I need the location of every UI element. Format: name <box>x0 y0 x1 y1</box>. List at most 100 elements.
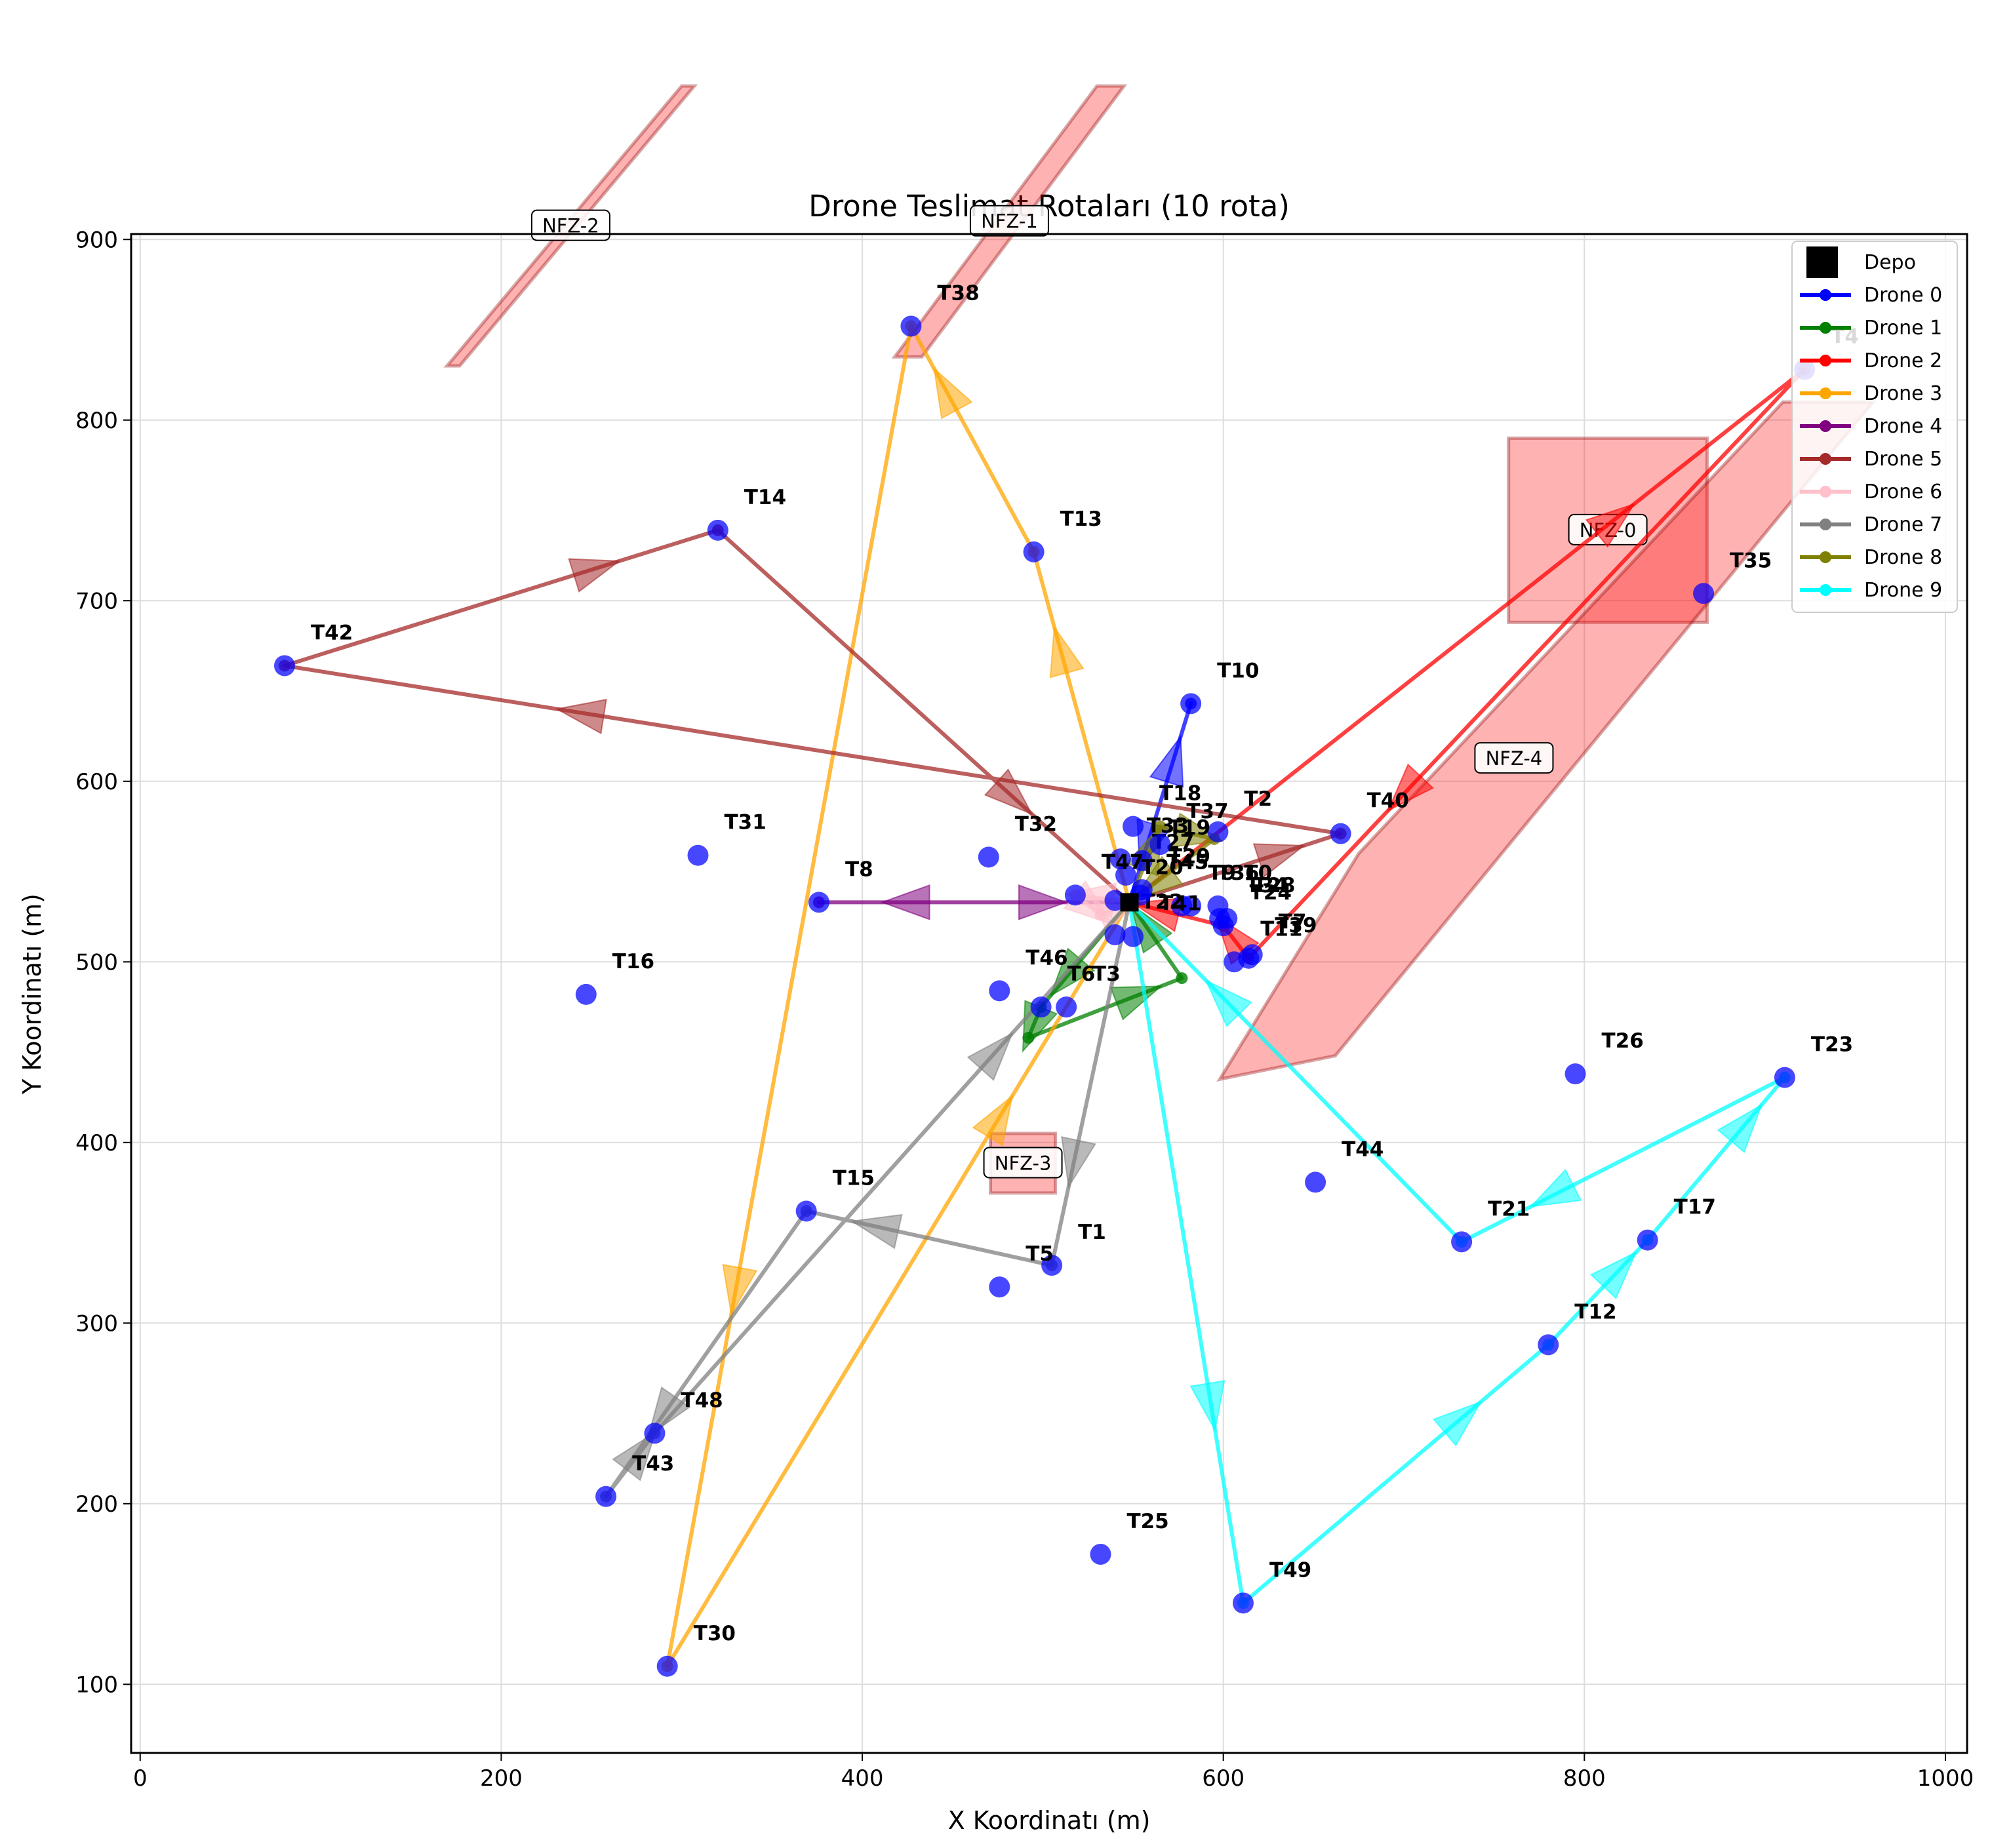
legend-marker <box>1820 355 1831 366</box>
direction-arrow <box>880 884 930 920</box>
task-label: T47 <box>1102 850 1144 874</box>
task-point <box>595 1485 617 1507</box>
legend-marker <box>1820 486 1831 498</box>
task-label: T25 <box>1126 1510 1168 1533</box>
task-label: T0 <box>1244 861 1272 885</box>
legend-marker <box>1820 551 1831 563</box>
task-point <box>1064 884 1086 906</box>
task-point <box>644 1423 666 1444</box>
task-label: T14 <box>744 486 786 509</box>
task-point <box>978 846 999 868</box>
nfz-label-box <box>983 1147 1063 1179</box>
direction-arrow <box>1589 1251 1638 1300</box>
legend-label: Drone 0 <box>1864 284 1942 307</box>
route-vertex <box>1154 820 1166 833</box>
legend-marker <box>1820 420 1831 432</box>
task-label: T37 <box>1186 800 1228 823</box>
task-point <box>1030 996 1052 1018</box>
legend-label: Drone 2 <box>1864 349 1942 372</box>
legend-depot-marker <box>1806 246 1838 278</box>
task-label: T41 <box>1159 892 1201 916</box>
legend-label: Drone 9 <box>1864 579 1942 602</box>
task-point <box>1451 1231 1473 1253</box>
task-label: T12 <box>1574 1300 1616 1324</box>
task-point <box>1041 1255 1063 1276</box>
task-label: T17 <box>1674 1196 1716 1219</box>
task-point <box>1305 1171 1326 1193</box>
task-label: T15 <box>833 1166 875 1190</box>
direction-arrow <box>1717 1103 1763 1154</box>
task-label: T43 <box>632 1452 674 1476</box>
axis-ticks: 0 200 400 600 800 1000 100 200 300 400 500 600 700 80… <box>75 227 1974 1792</box>
direction-arrow <box>1386 763 1435 812</box>
direction-arrow <box>722 1264 758 1316</box>
task-label: T40 <box>1367 789 1409 813</box>
task-point <box>1774 1067 1795 1088</box>
legend-label: Depo <box>1864 251 1916 274</box>
task-label: T24 <box>1250 881 1292 905</box>
task-points: T0T1T2T3T4T5T6T7T8T9T10T11T12T13T14T15T1… <box>274 282 1859 1677</box>
y-tick-label: 500 <box>75 949 118 975</box>
task-label: T20 <box>1141 856 1183 880</box>
y-tick-label: 700 <box>75 588 118 614</box>
task-point <box>687 844 709 866</box>
task-label: T11 <box>1260 917 1302 941</box>
task-point <box>1149 834 1171 855</box>
direction-arrow <box>1252 843 1306 878</box>
direction-arrow <box>1049 625 1085 678</box>
task-point <box>1023 541 1045 562</box>
y-tick-label: 600 <box>75 769 118 795</box>
task-label: T7 <box>1279 910 1307 934</box>
y-tick-label: 200 <box>75 1491 118 1518</box>
task-label: T45 <box>1166 850 1208 874</box>
task-point <box>707 519 728 541</box>
task-label: T21 <box>1488 1197 1530 1221</box>
direction-arrow <box>1109 985 1163 1021</box>
task-label: T32 <box>1015 812 1057 836</box>
task-label: T48 <box>681 1388 723 1412</box>
task-label: T5 <box>1026 1242 1054 1266</box>
y-tick-label: 400 <box>75 1130 118 1156</box>
task-point <box>1123 816 1144 837</box>
legend-marker <box>1820 322 1831 334</box>
task-label: T16 <box>612 950 654 973</box>
y-tick-label: 300 <box>75 1310 118 1337</box>
direction-arrow <box>933 366 973 420</box>
task-label: T36 <box>1217 861 1259 885</box>
legend-label: Drone 1 <box>1864 317 1942 340</box>
task-label: T19 <box>1168 816 1210 840</box>
legend-marker <box>1820 289 1831 301</box>
task-label: T13 <box>1060 507 1102 531</box>
route-vertex <box>1022 1031 1035 1044</box>
legend-marker <box>1820 453 1831 465</box>
direction-arrow <box>984 768 1033 816</box>
y-axis-title: Y Koordinatı (m) <box>18 894 47 1095</box>
direction-arrow <box>1189 1380 1225 1432</box>
task-point <box>1109 848 1131 870</box>
direction-arrow <box>1205 979 1252 1028</box>
legend-label: Drone 6 <box>1864 481 1942 503</box>
task-label: T38 <box>937 282 979 305</box>
task-label: T1 <box>1078 1221 1106 1244</box>
nfz-label: NFZ-1 <box>981 210 1038 233</box>
task-label: T26 <box>1602 1029 1644 1053</box>
task-point <box>1564 1063 1586 1085</box>
task-label: T44 <box>1342 1137 1384 1161</box>
legend-label: Drone 7 <box>1864 513 1942 536</box>
direction-arrow <box>1049 947 1096 998</box>
nfz-label-box <box>969 205 1049 237</box>
task-point <box>1090 1543 1111 1565</box>
task-point <box>989 1276 1010 1298</box>
task-point <box>989 980 1010 1002</box>
task-point <box>1693 583 1715 604</box>
direction-arrow <box>612 1430 657 1482</box>
y-tick-label: 900 <box>75 227 118 253</box>
task-point <box>1104 890 1126 911</box>
task-point <box>1207 821 1229 842</box>
direction-arrow <box>1061 1136 1096 1189</box>
nfz-label-box <box>530 209 610 241</box>
x-tick-label: 200 <box>480 1765 523 1792</box>
legend-box <box>1791 241 1958 613</box>
legend-marker <box>1820 387 1831 399</box>
task-label: T34 <box>1246 874 1288 897</box>
